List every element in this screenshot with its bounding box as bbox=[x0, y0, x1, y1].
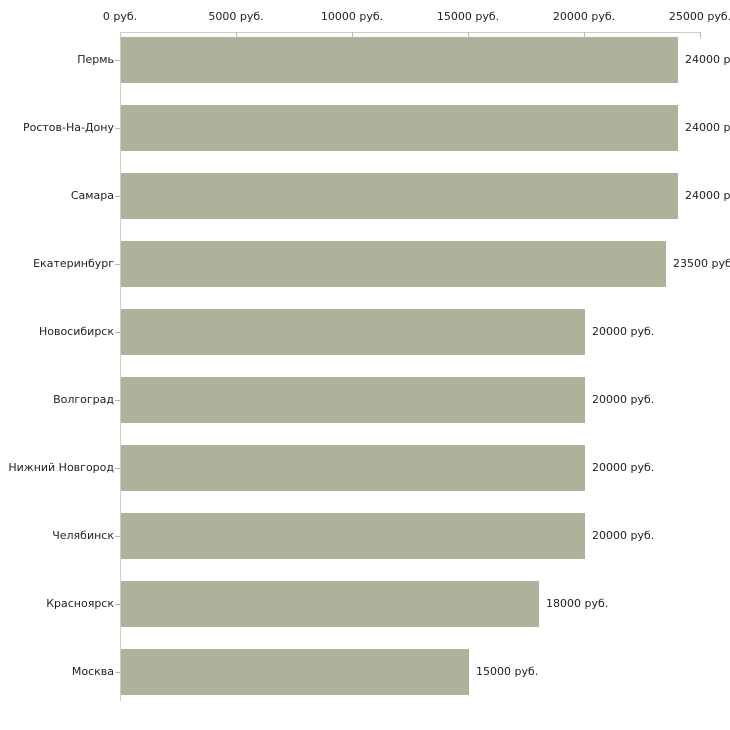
bar bbox=[121, 513, 585, 559]
category-label: Москва bbox=[71, 665, 114, 678]
value-label: 23500 руб. bbox=[673, 257, 730, 270]
y-axis-tick-mark bbox=[115, 536, 120, 537]
x-axis-tick-label: 0 руб. bbox=[102, 10, 138, 23]
bar bbox=[121, 445, 585, 491]
x-axis-line bbox=[120, 32, 700, 33]
value-label: 20000 руб. bbox=[592, 393, 655, 406]
category-label: Новосибирск bbox=[38, 325, 114, 338]
category-label: Челябинск bbox=[52, 529, 114, 542]
y-axis-tick-mark bbox=[115, 672, 120, 673]
x-axis-tick-label: 5000 руб. bbox=[208, 10, 264, 23]
bar bbox=[121, 105, 678, 151]
x-axis-tick-label: 20000 руб. bbox=[552, 10, 616, 23]
x-axis-tick-mark bbox=[352, 32, 353, 38]
category-label: Волгоград bbox=[53, 393, 114, 406]
x-axis-tick-mark bbox=[584, 32, 585, 38]
y-axis-tick-mark bbox=[115, 128, 120, 129]
bar bbox=[121, 649, 469, 695]
y-axis-tick-mark bbox=[115, 60, 120, 61]
category-label: Нижний Новгород bbox=[8, 461, 114, 474]
value-label: 24000 руб. bbox=[685, 53, 730, 66]
category-label: Ростов-На-Дону bbox=[22, 121, 114, 134]
value-label: 20000 руб. bbox=[592, 461, 655, 474]
category-label: Пермь bbox=[77, 53, 114, 66]
y-axis-tick-mark bbox=[115, 264, 120, 265]
value-label: 20000 руб. bbox=[592, 325, 655, 338]
bar bbox=[121, 173, 678, 219]
y-axis-tick-mark bbox=[115, 332, 120, 333]
y-axis-tick-mark bbox=[115, 196, 120, 197]
y-axis-tick-mark bbox=[115, 604, 120, 605]
category-label: Самара bbox=[70, 189, 114, 202]
y-axis-tick-mark bbox=[115, 400, 120, 401]
value-label: 15000 руб. bbox=[476, 665, 539, 678]
y-axis-tick-mark bbox=[115, 468, 120, 469]
bar bbox=[121, 309, 585, 355]
x-axis-tick-label: 15000 руб. bbox=[436, 10, 500, 23]
x-axis-tick-mark bbox=[468, 32, 469, 38]
x-axis-tick-mark bbox=[700, 32, 701, 38]
category-label: Красноярск bbox=[46, 597, 114, 610]
bar bbox=[121, 581, 539, 627]
bar bbox=[121, 241, 666, 287]
y-axis-line bbox=[120, 32, 121, 701]
value-label: 24000 руб. bbox=[685, 121, 730, 134]
value-label: 18000 руб. bbox=[546, 597, 609, 610]
value-label: 24000 руб. bbox=[685, 189, 730, 202]
x-axis-tick-label: 10000 руб. bbox=[320, 10, 384, 23]
bar bbox=[121, 37, 678, 83]
value-label: 20000 руб. bbox=[592, 529, 655, 542]
x-axis-tick-mark bbox=[236, 32, 237, 38]
category-label: Екатеринбург bbox=[33, 257, 114, 270]
x-axis-tick-label: 25000 руб. bbox=[668, 10, 730, 23]
bar bbox=[121, 377, 585, 423]
